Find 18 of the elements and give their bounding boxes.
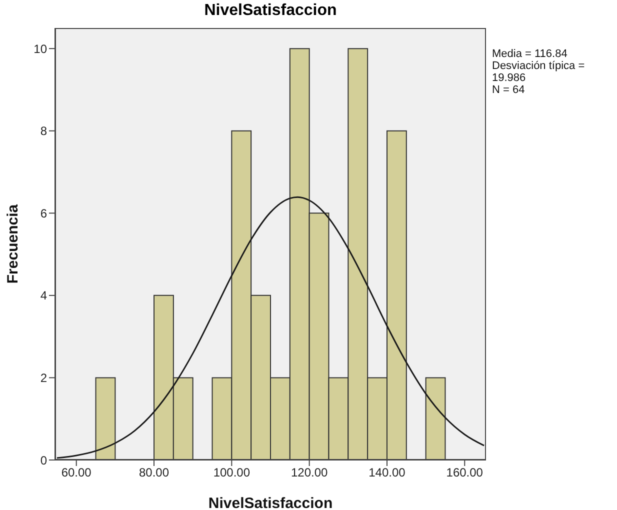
- y-axis-title: Frecuencia: [4, 204, 22, 284]
- x-tick-label: 140.00: [368, 466, 406, 480]
- y-tick-label: 0: [40, 453, 48, 468]
- y-tick-label: 8: [40, 124, 48, 138]
- x-tick-label: 160.00: [446, 466, 484, 480]
- x-tick-label: 120.00: [290, 466, 328, 480]
- x-tick-label: 60.00: [61, 466, 92, 480]
- text: Desviación típica = 19.986: [492, 60, 586, 84]
- y-tick-label: 6: [40, 206, 48, 220]
- x-tick-label: 100.00: [213, 466, 250, 480]
- text: N = 64: [492, 84, 526, 96]
- text: Media = 116.84: [492, 48, 568, 60]
- chart-title: NivelSatisfaccion: [203, 2, 338, 20]
- y-tick-label: 4: [40, 288, 48, 303]
- x-axis-title: NivelSatisfaccion: [208, 495, 333, 510]
- y-tick-label: 2: [40, 370, 48, 385]
- x-tick-label: 80.00: [139, 466, 170, 480]
- y-tick-label: 10: [34, 42, 48, 56]
